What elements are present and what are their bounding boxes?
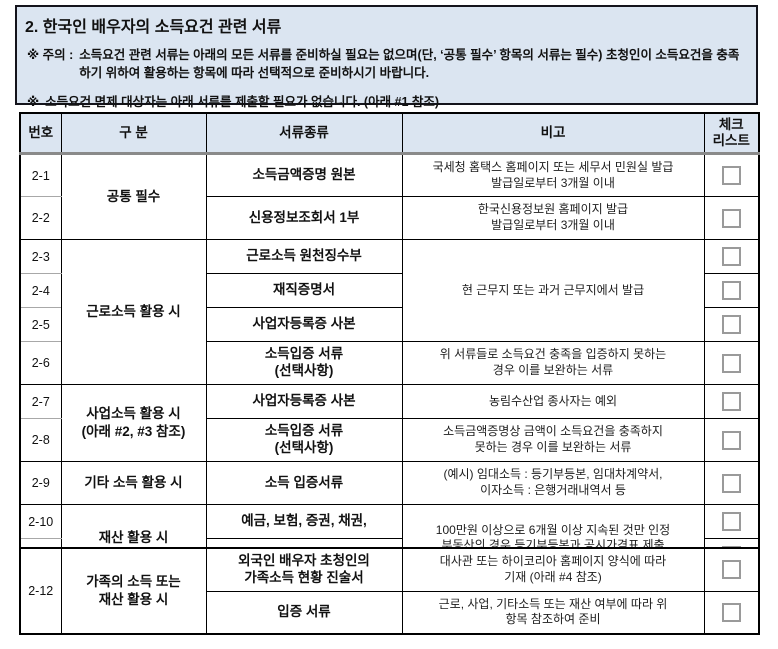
doc-type-cell: 신용정보조회서 1부	[205, 196, 403, 240]
remark-cell: 현 근무지 또는 과거 근무지에서 발급	[401, 239, 705, 342]
checkbox[interactable]	[721, 392, 741, 411]
row-number-cell: 2-1	[19, 153, 62, 197]
table-row: 2-1 공통 필수 소득금액증명 원본 국세청 홈택스 홈페이지 또는 세무서 …	[19, 153, 760, 240]
checkbox[interactable]	[721, 512, 741, 531]
doc-type-cell: 소득입증 서류 (선택사항)	[205, 341, 403, 385]
doc-type-cell: 재직증명서	[205, 273, 403, 308]
checkbox-cell	[703, 341, 760, 385]
row-number-cell: 2-10	[19, 504, 62, 539]
col-header-category: 구 분	[60, 112, 207, 155]
row-number-cell: 2-6	[19, 341, 62, 385]
category-cell: 사업소득 활용 시 (아래 #2, #3 참조)	[60, 384, 207, 462]
table-row: 입증 서류 근로, 사업, 기타소득 또는 재산 여부에 따라 위 항목 참조하…	[20, 590, 760, 635]
doc-type-cell: 소득입증 서류 (선택사항)	[205, 418, 403, 462]
remark-cell: (예시) 임대소득 : 등기부등본, 임대차계약서, 이자소득 : 은행거래내역…	[401, 461, 705, 505]
table-row: 2-5 사업자등록증 사본	[19, 307, 760, 342]
category-cell: 근로소득 활용 시	[60, 239, 207, 385]
remark-cell: 소득금액증명상 금액이 소득요건을 충족하지 못하는 경우 이를 보완하는 서류	[401, 418, 705, 462]
table-row: 2-3 근로소득 활용 시 근로소득 원천징수부 현 근무지 또는 과거 근무지…	[19, 239, 760, 385]
checkbox[interactable]	[721, 166, 741, 185]
doc-type-cell: 근로소득 원천징수부	[205, 239, 403, 274]
row-number-cell: 2-8	[19, 418, 62, 462]
documents-table: 번호 구 분 서류종류 비고 체크 리스트 2-1 공통 필수 소득금액증명 원…	[19, 112, 760, 574]
table-header-row: 번호 구 분 서류종류 비고 체크 리스트	[19, 112, 760, 155]
table-row: 2-10 재산 활용 시 예금, 보험, 증권, 채권, 100만원 이상으로 …	[19, 504, 760, 573]
checkbox-cell	[703, 153, 760, 197]
note-exemption-text: 소득요건 면제 대상자는 아래 서류를 제출할 필요가 없습니다. (아래 #1…	[45, 95, 440, 110]
checkbox-cell	[703, 384, 760, 419]
doc-type-cell: 외국인 배우자 초청인의 가족소득 현황 진술서	[205, 547, 403, 592]
col-header-number: 번호	[19, 112, 62, 155]
note-exemption: ※ 소득요건 면제 대상자는 아래 서류를 제출할 필요가 없습니다. (아래 …	[17, 93, 756, 111]
table-row: 2-9 기타 소득 활용 시 소득 입증서류 (예시) 임대소득 : 등기부등본…	[19, 461, 760, 505]
checkbox[interactable]	[721, 560, 741, 580]
notice-box: 2. 한국인 배우자의 소득요건 관련 서류 ※ 주의 : 소득요건 관련 서류…	[15, 5, 758, 109]
table-row: 2-7 사업소득 활용 시 (아래 #2, #3 참조) 사업자등록증 사본 농…	[19, 384, 760, 462]
remark-cell: 근로, 사업, 기타소득 또는 재산 여부에 따라 위 항목 참조하여 준비	[401, 590, 705, 635]
doc-type-cell: 예금, 보험, 증권, 채권,	[205, 504, 403, 539]
checkbox-cell	[703, 418, 760, 462]
family-income-table: 2-12 가족의 소득 또는 재산 활용 시 외국인 배우자 초청인의 가족소득…	[19, 547, 760, 635]
doc-type-cell: 소득 입증서류	[205, 461, 403, 505]
checkbox-cell	[703, 504, 760, 539]
section-title: 2. 한국인 배우자의 소득요건 관련 서류	[25, 19, 282, 36]
col-header-checklist: 체크 리스트	[703, 112, 760, 155]
checkbox[interactable]	[721, 281, 741, 300]
checkbox-cell	[703, 547, 760, 592]
checkbox-cell	[703, 239, 760, 274]
note-caution: ※ 주의 : 소득요건 관련 서류는 아래의 모든 서류를 준비하실 필요는 없…	[17, 46, 756, 82]
remark-cell: 국세청 홈택스 홈페이지 또는 세무서 민원실 발급 발급일로부터 3개월 이내	[401, 153, 705, 197]
table-row: 2-12 가족의 소득 또는 재산 활용 시 외국인 배우자 초청인의 가족소득…	[19, 547, 760, 635]
row-number-cell: 2-4	[19, 273, 62, 308]
remark-cell: 위 서류들로 소득요건 충족을 입증하지 못하는 경우 이를 보완하는 서류	[401, 341, 705, 385]
row-number-cell: 2-12	[19, 547, 62, 635]
checkbox[interactable]	[721, 602, 741, 622]
table-row: 2-8 소득입증 서류 (선택사항) 소득금액증명상 금액이 소득요건을 충족하…	[19, 418, 760, 462]
row-number-cell: 2-9	[19, 461, 62, 505]
checkbox[interactable]	[721, 315, 741, 334]
row-number-cell: 2-7	[19, 384, 62, 419]
checkbox[interactable]	[721, 473, 741, 493]
checkbox[interactable]	[721, 208, 741, 228]
remark-cell: 농림수산업 종사자는 예외	[401, 384, 705, 419]
checkbox-cell	[703, 273, 760, 308]
category-cell: 가족의 소득 또는 재산 활용 시	[60, 547, 207, 635]
doc-type-cell: 사업자등록증 사본	[205, 307, 403, 342]
checkbox[interactable]	[721, 247, 741, 266]
checkbox-cell	[703, 590, 760, 635]
row-number-cell: 2-3	[19, 239, 62, 274]
row-number-cell: 2-5	[19, 307, 62, 342]
category-cell: 기타 소득 활용 시	[60, 461, 207, 505]
checkbox-cell	[703, 196, 760, 240]
category-cell: 공통 필수	[60, 153, 207, 240]
doc-type-cell: 사업자등록증 사본	[205, 384, 403, 419]
note-caution-text: 소득요건 관련 서류는 아래의 모든 서류를 준비하실 필요는 없으며(단, ‘…	[79, 48, 740, 81]
remark-cell: 대사관 또는 하이코리아 홈페이지 양식에 따라 기재 (아래 #4 참조)	[401, 547, 705, 592]
checkbox-cell	[703, 307, 760, 342]
checkbox-cell	[703, 461, 760, 505]
doc-type-cell: 입증 서류	[205, 590, 403, 635]
note-caution-marker: ※ 주의 :	[27, 48, 74, 62]
row-number-cell: 2-2	[19, 196, 62, 240]
table-row: 2-4 재직증명서	[19, 273, 760, 308]
note-exemption-marker: ※	[27, 95, 40, 110]
checkbox[interactable]	[721, 430, 741, 450]
col-header-doctype: 서류종류	[205, 112, 403, 155]
table-row: 2-6 소득입증 서류 (선택사항) 위 서류들로 소득요건 충족을 입증하지 …	[19, 341, 760, 385]
checkbox[interactable]	[721, 353, 741, 373]
col-header-remark: 비고	[401, 112, 705, 155]
table-row: 2-2 신용정보조회서 1부 한국신용정보원 홈페이지 발급 발급일로부터 3개…	[19, 196, 760, 240]
doc-type-cell: 소득금액증명 원본	[205, 153, 403, 197]
remark-cell: 한국신용정보원 홈페이지 발급 발급일로부터 3개월 이내	[401, 196, 705, 240]
